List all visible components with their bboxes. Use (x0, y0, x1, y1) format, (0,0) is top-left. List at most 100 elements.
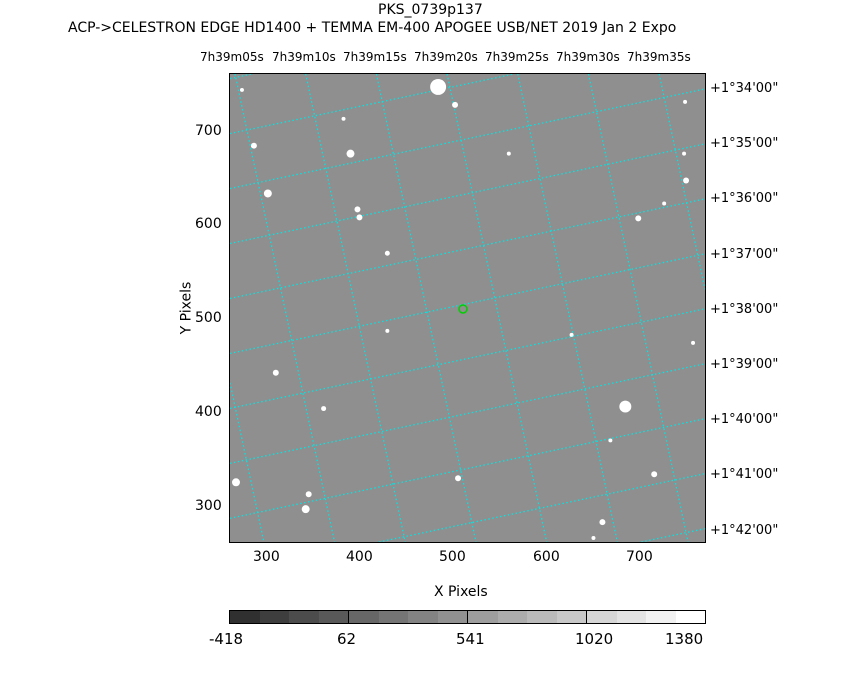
star (683, 99, 688, 104)
dec-label: +1°42'00" (710, 522, 779, 538)
dec-grid-line (230, 74, 252, 80)
dec-label: +1°38'00" (710, 301, 779, 317)
colorbar-segment (556, 611, 587, 623)
star (608, 438, 613, 443)
ra-label: 7h39m20s (414, 50, 478, 64)
dec-label: +1°35'00" (710, 136, 779, 152)
dec-label: +1°37'00" (710, 246, 779, 262)
colorbar-segment (259, 611, 289, 623)
colorbar-segment (230, 611, 260, 623)
dec-label: +1°41'00" (710, 467, 779, 483)
dec-grid-line (230, 308, 705, 410)
star (455, 475, 462, 482)
star (635, 215, 642, 222)
colorbar-segment (289, 611, 319, 623)
dec-grid-line (230, 198, 705, 300)
colorbar-tick: 1020 (575, 630, 614, 648)
colorbar-tick: 541 (456, 630, 485, 648)
colorbar-tick: 1380 (665, 630, 704, 648)
x-axis-label: X Pixels (434, 584, 488, 600)
star (651, 471, 658, 478)
ra-grid-line (587, 74, 689, 542)
colorbar-segment (349, 611, 379, 623)
ra-label: 7h39m30s (556, 50, 620, 64)
y-tick: 700 (195, 123, 222, 139)
star (354, 206, 361, 213)
x-tick: 400 (346, 549, 373, 565)
colorbar-segment (616, 611, 646, 623)
dec-grid-line (230, 418, 705, 519)
star (506, 151, 511, 156)
ra-label: 7h39m35s (627, 50, 691, 64)
y-tick: 600 (195, 216, 222, 232)
ra-grid-line (658, 74, 705, 290)
colorbar-segment (378, 611, 408, 623)
colorbar-tick: 62 (337, 630, 357, 648)
dec-grid-line (379, 473, 705, 542)
dec-grid-line (230, 363, 705, 464)
plot-subtitle: ACP->CELESTRON EDGE HD1400 + TEMMA EM-40… (68, 20, 677, 36)
colorbar-segment (527, 611, 557, 623)
dec-label: +1°39'00" (710, 357, 779, 372)
ra-grid-line (305, 74, 406, 542)
y-tick: 400 (195, 404, 222, 420)
y-axis-label: Y Pixels (178, 281, 195, 335)
star (301, 505, 310, 514)
star (346, 149, 355, 158)
ra-label: 7h39m25s (485, 50, 549, 64)
star (619, 400, 632, 413)
colorbar-tick: -418 (209, 630, 244, 648)
ra-grid-line (446, 74, 548, 542)
dec-label: +1°34'00" (710, 81, 779, 96)
star (591, 536, 596, 541)
colorbar-segment (646, 611, 676, 623)
dec-grid-line (230, 88, 705, 190)
star (272, 369, 279, 376)
target-marker (458, 304, 468, 314)
star (662, 201, 667, 206)
star (250, 142, 257, 149)
ra-grid-line (230, 382, 265, 542)
dec-grid-line (230, 74, 515, 135)
x-tick: 700 (626, 549, 653, 565)
colorbar-segment (437, 611, 468, 623)
star (239, 87, 244, 92)
star (341, 116, 346, 121)
star (691, 340, 696, 345)
star (385, 328, 390, 333)
star (305, 491, 312, 498)
star (263, 189, 272, 198)
dec-label: +1°36'00" (710, 191, 779, 207)
colorbar-segment (675, 611, 705, 623)
colorbar-segment (468, 611, 498, 623)
ra-label: 7h39m05s (200, 50, 264, 64)
ra-grid-line (517, 74, 618, 542)
x-tick: 500 (439, 549, 466, 565)
star (569, 332, 574, 337)
dec-label: +1°40'00" (710, 412, 779, 428)
star (356, 214, 363, 221)
x-tick: 600 (533, 549, 560, 565)
star (384, 250, 390, 256)
star (682, 151, 687, 156)
y-tick: 300 (195, 498, 222, 514)
colorbar-segment (408, 611, 438, 623)
ra-label: 7h39m10s (272, 50, 336, 64)
star (452, 101, 459, 108)
star (599, 519, 606, 526)
sky-image[interactable] (229, 73, 706, 543)
ra-label: 7h39m15s (343, 50, 407, 64)
ra-grid-line (375, 74, 477, 542)
star (430, 78, 447, 95)
dec-grid-line (230, 143, 705, 245)
x-tick: 300 (253, 549, 280, 565)
dec-grid-line (641, 528, 705, 542)
sky-image-canvas (230, 74, 705, 542)
dec-grid-line (230, 253, 705, 355)
ra-grid-line (234, 74, 336, 542)
colorbar-segment (587, 611, 617, 623)
colorbar (229, 610, 706, 624)
y-tick: 500 (195, 310, 222, 326)
plot-title: PKS_0739p137 (378, 2, 483, 18)
star (683, 177, 690, 184)
